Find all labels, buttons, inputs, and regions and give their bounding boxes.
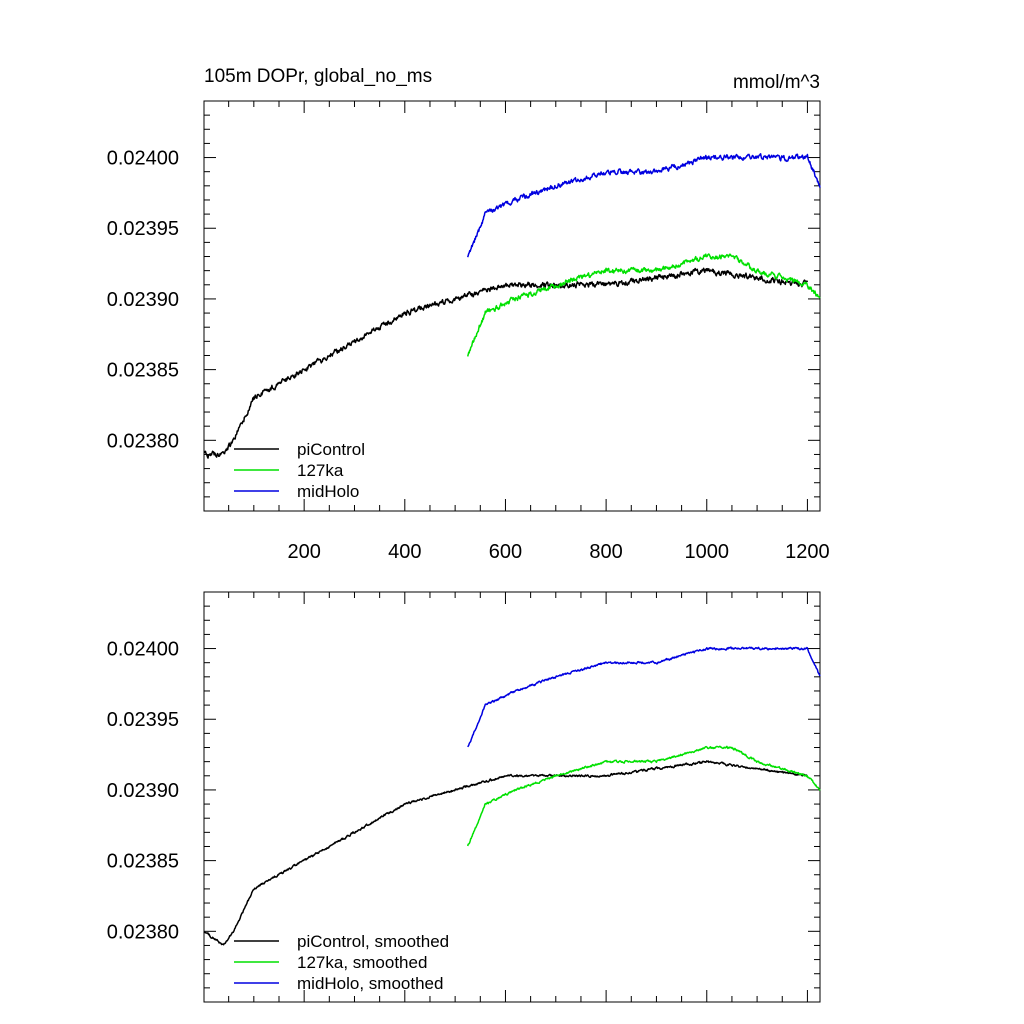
y-tick-label: 0.02380 xyxy=(107,430,179,452)
y-tick-label: 0.02385 xyxy=(107,360,179,382)
x-tick-label: 1000 xyxy=(685,541,730,563)
series-line-midholo xyxy=(466,153,821,258)
bottom-panel: 0.02380 0.02385 0.02390 0.02395 0.02400 … xyxy=(107,591,821,1003)
chart-units: mmol/m^3 xyxy=(733,72,820,93)
series-line-picontrol-smoothed xyxy=(203,760,808,946)
y-tick-label: 0.02390 xyxy=(107,780,179,802)
series-line-127ka xyxy=(466,253,821,357)
tick-marks-bottom xyxy=(204,591,820,1003)
x-tick-label: 400 xyxy=(388,541,421,563)
legend-bottom: piControl, smoothed 127ka, smoothed midH… xyxy=(234,932,449,993)
x-tick-label: 200 xyxy=(287,541,320,563)
y-tick-label: 0.02385 xyxy=(107,851,179,873)
series-line-midholo-smoothed xyxy=(467,646,821,748)
y-tick-label: 0.02395 xyxy=(107,218,179,240)
legend-label-127ka: 127ka xyxy=(297,461,344,480)
x-tick-label: 800 xyxy=(589,541,622,563)
series-line-127ka-smoothed xyxy=(466,745,821,847)
plot-frame-bottom xyxy=(203,591,821,1003)
y-tick-label: 0.02395 xyxy=(107,709,179,731)
y-tick-label: 0.02400 xyxy=(107,639,179,661)
tick-marks-top xyxy=(204,100,820,512)
top-panel: 105m DOPr, global_no_ms mmol/m^3 0.02380… xyxy=(107,66,830,563)
legend-label-127ka-smoothed: 127ka, smoothed xyxy=(297,953,427,972)
legend-label-picontrol: piControl xyxy=(297,440,365,459)
y-tick-labels-top: 0.02380 0.02385 0.02390 0.02395 0.02400 xyxy=(107,148,179,453)
series-line-picontrol xyxy=(203,267,809,459)
y-tick-labels-bottom: 0.02380 0.02385 0.02390 0.02395 0.02400 xyxy=(107,639,179,944)
series-group-top xyxy=(203,153,821,459)
chart-title: 105m DOPr, global_no_ms xyxy=(204,66,432,87)
y-tick-label: 0.02400 xyxy=(107,148,179,170)
x-tick-labels-top: 200 400 600 800 1000 1200 xyxy=(287,541,829,563)
legend-label-picontrol-smoothed: piControl, smoothed xyxy=(297,932,449,951)
legend-label-midholo: midHolo xyxy=(297,482,359,501)
legend-top: piControl 127ka midHolo xyxy=(234,440,365,501)
legend-label-midholo-smoothed: midHolo, smoothed xyxy=(297,974,443,993)
plot-frame-top xyxy=(203,100,821,512)
x-tick-label: 1200 xyxy=(785,541,830,563)
y-tick-label: 0.02390 xyxy=(107,289,179,311)
y-tick-label: 0.02380 xyxy=(107,921,179,943)
series-group-bottom xyxy=(203,646,821,946)
x-tick-label: 600 xyxy=(489,541,522,563)
